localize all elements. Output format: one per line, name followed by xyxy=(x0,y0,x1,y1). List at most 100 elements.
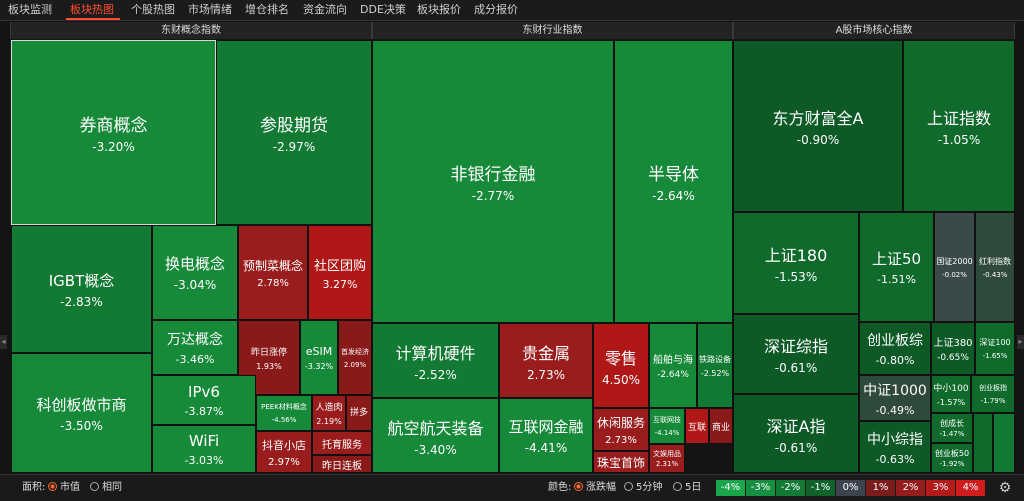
heatmap-tile[interactable]: 东方财富全A -0.90% xyxy=(733,40,903,212)
tile-change: -3.32% xyxy=(304,361,334,371)
panel-title-industry: 东财行业指数 xyxy=(372,22,733,39)
heatmap-tile[interactable]: 互联网金融 -4.41% xyxy=(499,398,593,473)
heatmap-tile[interactable]: 航空航天装备 -3.40% xyxy=(372,398,499,473)
tab-capital-flow[interactable]: 资金流向 xyxy=(303,3,347,16)
tile-change: -0.02% xyxy=(942,270,967,279)
heatmap-tile[interactable]: 深证100 -1.65% xyxy=(975,322,1015,375)
heatmap-tile[interactable]: 上证180 -1.53% xyxy=(733,212,859,314)
color-label: 颜色: xyxy=(548,482,572,493)
tab-dde-decision[interactable]: DDE决策 xyxy=(360,3,406,16)
heatmap-tile[interactable]: 首发经济 2.09% xyxy=(338,320,372,395)
heatmap-tile[interactable]: 社区团购 3.27% xyxy=(308,225,372,320)
legend-swatch: 2% xyxy=(896,480,925,496)
heatmap-tile-unlabeled[interactable] xyxy=(993,413,1015,473)
heatmap-tile[interactable]: 商业 xyxy=(709,408,733,444)
tab-sector-monitor[interactable]: 板块监测 xyxy=(8,3,52,16)
tab-sector-heatmap[interactable]: 板块热图 xyxy=(70,3,114,16)
color-option-5day[interactable]: 5日 xyxy=(673,475,701,501)
heatmap-tile[interactable]: 上证380 -0.65% xyxy=(931,322,975,375)
tile-name: 非银行金融 xyxy=(450,165,536,185)
left-expand-handle[interactable]: ◂ xyxy=(0,335,7,349)
heatmap-tile[interactable]: IGBT概念 -2.83% xyxy=(11,225,152,353)
color-option-change[interactable]: 涨跌幅 xyxy=(574,475,616,501)
heatmap-tile[interactable]: 零售 4.50% xyxy=(593,323,649,408)
heatmap-tile[interactable]: 券商概念 -3.20% xyxy=(11,40,216,225)
radio-selected-icon xyxy=(48,481,57,491)
tab-stock-heatmap[interactable]: 个股热图 xyxy=(131,3,175,16)
heatmap-tile[interactable]: 上证50 -1.51% xyxy=(859,212,934,322)
heatmap-tile[interactable]: 创成长 -1.47% xyxy=(931,413,973,443)
heatmap-tile[interactable]: IPv6 -3.87% xyxy=(152,375,256,425)
tile-name: 红利指数 xyxy=(979,256,1011,266)
heatmap-tile[interactable]: 创业板指 -1.79% xyxy=(971,375,1015,413)
heatmap-tile[interactable]: 中小100 -1.57% xyxy=(931,375,971,413)
tile-change: 2.73% xyxy=(526,367,566,382)
heatmap-tile[interactable]: 创业板综 -0.80% xyxy=(859,322,931,375)
heatmap-tile[interactable]: 半导体 -2.64% xyxy=(614,40,733,323)
heatmap-tile[interactable]: eSIM -3.32% xyxy=(300,320,338,395)
heatmap-tile[interactable]: WiFi -3.03% xyxy=(152,425,256,473)
heatmap-tile[interactable]: 计算机硬件 -2.52% xyxy=(372,323,499,398)
tile-change: -4.41% xyxy=(524,441,568,455)
radio-icon xyxy=(624,481,633,491)
tab-market-sentiment[interactable]: 市场情绪 xyxy=(188,3,232,16)
right-expand-handle[interactable]: ▸ xyxy=(1017,335,1024,349)
tile-change: -1.05% xyxy=(937,133,981,147)
option-label: 相同 xyxy=(102,482,122,493)
tile-name: 托育服务 xyxy=(322,439,362,451)
gear-icon[interactable]: ⚙ xyxy=(998,480,1012,496)
legend-swatch: -3% xyxy=(746,480,775,496)
heatmap-tile[interactable]: 上证指数 -1.05% xyxy=(903,40,1015,212)
heatmap-tile[interactable]: 国证2000 -0.02% xyxy=(934,212,975,322)
heatmap-tile[interactable]: 深证综指 -0.61% xyxy=(733,314,859,394)
heatmap-tile[interactable]: 贵金属 2.73% xyxy=(499,323,593,398)
heatmap-tile[interactable]: 中小综指 -0.63% xyxy=(859,421,931,473)
area-option-equal[interactable]: 相同 xyxy=(90,475,122,501)
tile-name: 万达概念 xyxy=(167,332,223,348)
tile-change: -3.46% xyxy=(175,353,215,366)
heatmap-tile[interactable]: 文娱用品 2.31% xyxy=(649,444,685,473)
heatmap-tile[interactable]: 人造肉 2.19% xyxy=(312,395,346,431)
tile-change: 2.31% xyxy=(655,460,679,468)
tile-name: 互联 xyxy=(687,422,706,433)
tile-change: -2.83% xyxy=(60,294,103,309)
heatmap-tile[interactable]: 万达概念 -3.46% xyxy=(152,320,238,375)
heatmap-tile[interactable]: 休闲服务 2.73% xyxy=(593,408,649,451)
tile-name: 计算机硬件 xyxy=(395,343,476,363)
heatmap-tile[interactable]: 拼多 xyxy=(346,395,372,431)
heatmap-tile[interactable]: 预制菜概念 2.78% xyxy=(238,225,308,320)
heatmap-tile[interactable]: 中证1000 -0.49% xyxy=(859,375,931,421)
tile-change: -0.61% xyxy=(774,440,818,455)
area-option-market-cap[interactable]: 市值 xyxy=(48,475,80,501)
tab-constituent-quotes[interactable]: 成分报价 xyxy=(474,3,518,16)
tile-name: 上证180 xyxy=(764,246,828,265)
active-tab-indicator xyxy=(66,18,120,20)
heatmap-tile[interactable]: 创业板50 -1.92% xyxy=(931,443,973,473)
tab-sector-quotes[interactable]: 板块报价 xyxy=(417,3,461,16)
heatmap-tile[interactable]: 非银行金融 -2.77% xyxy=(372,40,614,323)
heatmap-tile[interactable]: 铁路设备 -2.52% xyxy=(697,323,733,408)
option-label: 市值 xyxy=(60,482,80,493)
heatmap-tile-unlabeled[interactable] xyxy=(973,413,993,473)
heatmap-tile[interactable]: 红利指数 -0.43% xyxy=(975,212,1015,322)
heatmap-tile[interactable]: 珠宝首饰 xyxy=(593,451,649,473)
heatmap-tile[interactable]: 抖音小店 2.97% xyxy=(256,431,312,473)
heatmap-tile[interactable]: 互联 xyxy=(685,408,709,444)
tile-name: 贵金属 xyxy=(521,343,570,363)
color-option-5min[interactable]: 5分钟 xyxy=(624,475,662,501)
tile-name: 拼多 xyxy=(349,407,368,418)
heatmap-tile[interactable]: 昨日连板 xyxy=(312,455,372,473)
heatmap-tile[interactable]: 参股期货 -2.97% xyxy=(216,40,372,225)
heatmap-tile[interactable]: 互联网技 -4.14% xyxy=(649,408,685,444)
tab-position-ranking[interactable]: 增仓排名 xyxy=(245,3,289,16)
heatmap-tile[interactable]: 托育服务 xyxy=(312,431,372,455)
tile-name: 券商概念 xyxy=(79,116,148,136)
heatmap-tile[interactable]: 科创板做市商 -3.50% xyxy=(11,353,152,473)
heatmap-tile[interactable]: 船舶与海 -2.64% xyxy=(649,323,697,408)
tile-change: -0.61% xyxy=(774,361,818,375)
heatmap-tile[interactable]: 换电概念 -3.04% xyxy=(152,225,238,320)
heatmap-tile[interactable]: PEEK材料概念 -4.56% xyxy=(256,395,312,431)
heatmap-tile[interactable]: 深证A指 -0.61% xyxy=(733,394,859,473)
tile-change: -2.64% xyxy=(652,189,695,203)
tile-name: 商业 xyxy=(711,422,730,433)
